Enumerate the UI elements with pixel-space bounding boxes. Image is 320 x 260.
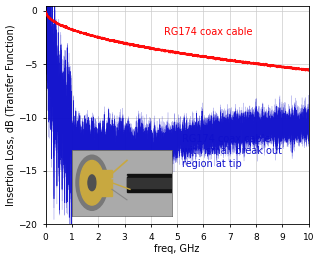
X-axis label: freq, GHz: freq, GHz <box>155 244 200 255</box>
Text: RG174 coax cable
with small break out
region at tip: RG174 coax cable with small break out re… <box>182 134 283 169</box>
Text: RG174 coax cable: RG174 coax cable <box>164 27 252 37</box>
Y-axis label: Insertion Loss, dB (Transfer Function): Insertion Loss, dB (Transfer Function) <box>5 24 16 206</box>
